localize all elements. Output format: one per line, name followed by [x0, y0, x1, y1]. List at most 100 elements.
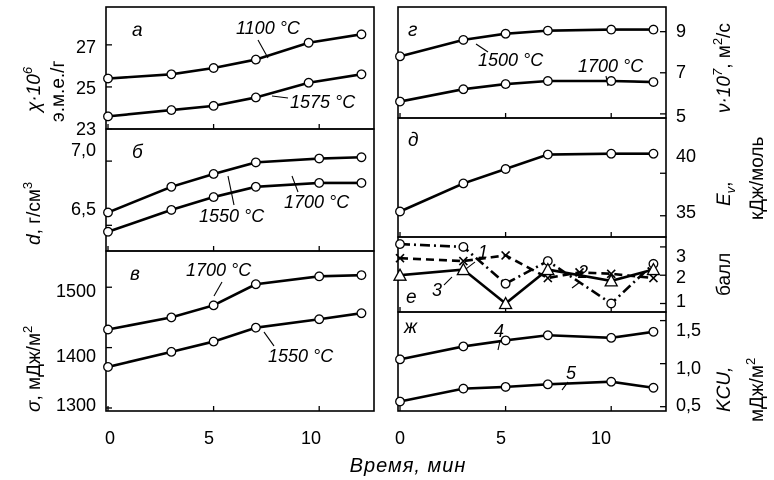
point-6-0-2 — [500, 335, 511, 346]
panel-letter-a: а — [132, 20, 143, 41]
point-2-0-0 — [103, 324, 113, 335]
point-0-1-1 — [166, 105, 177, 116]
point-3-0-2 — [500, 28, 511, 39]
point-2-0-1 — [166, 312, 177, 323]
point-2-1-0 — [103, 361, 113, 372]
leader-v-1700 — [213, 281, 223, 297]
point-0-1-3 — [250, 92, 261, 103]
panel-letter-b: б — [132, 142, 144, 163]
chart-marks — [103, 24, 666, 411]
panel-letter-e: е — [406, 287, 417, 308]
y-tick-a-23: 23 — [76, 119, 96, 139]
y-tick-v-1400: 1400 — [56, 346, 96, 366]
point-1-0-1 — [166, 181, 177, 192]
point-3-0-1 — [458, 34, 469, 45]
point-5-1-2 — [501, 250, 511, 260]
leader-e-3 — [443, 276, 453, 286]
point-1-0-4 — [314, 153, 325, 164]
label-b-1700: 1700 °C — [284, 192, 350, 212]
point-4-0-3 — [542, 149, 553, 160]
point-3-1-3 — [542, 76, 553, 86]
x-tick-right-10: 10 — [591, 428, 611, 448]
point-5-2-4 — [604, 273, 619, 287]
leader-v-1550 — [263, 331, 275, 347]
series-line-5-2 — [399, 268, 654, 306]
point-0-1-0 — [103, 111, 113, 122]
label-b-1550: 1550 °C — [199, 206, 265, 226]
ylabel-e: балл — [714, 253, 735, 296]
series-line-5-0 — [399, 242, 655, 306]
point-2-0-3 — [250, 279, 261, 290]
point-2-0-4 — [314, 271, 325, 282]
point-5-2-3 — [540, 262, 555, 276]
point-5-1-1 — [458, 256, 468, 266]
point-6-1-4 — [606, 376, 617, 387]
point-0-1-5 — [356, 69, 367, 80]
point-5-2-5 — [646, 262, 661, 276]
label-a-1100: 1100 °C — [236, 18, 301, 38]
point-3-0-0 — [395, 51, 405, 62]
x-tick-right-0: 0 — [395, 428, 405, 448]
point-2-0-2 — [208, 300, 219, 311]
label-g-1500: 1500 °C — [478, 50, 544, 70]
panel-frame-d — [397, 117, 667, 238]
point-4-0-0 — [395, 206, 405, 217]
ylabel-v: σ, мДж/м2 — [20, 326, 45, 412]
y-tick-e-1: 1 — [676, 291, 686, 311]
point-0-0-5 — [356, 29, 367, 40]
x-tick-left-0: 0 — [105, 428, 115, 448]
panel-frame-e — [397, 236, 667, 313]
y-tick-e-2: 2 — [676, 267, 686, 287]
series-line-3-1 — [399, 79, 654, 103]
point-5-1-0 — [395, 253, 405, 263]
leader-g-1500 — [475, 43, 489, 53]
series-line-1-0 — [107, 155, 362, 214]
leader-a-1575 — [271, 95, 289, 99]
point-2-0-5 — [356, 270, 367, 281]
point-2-1-5 — [356, 308, 367, 319]
point-1-1-3 — [250, 181, 261, 192]
y-tick-g-9: 9 — [676, 21, 686, 41]
point-5-0-4 — [606, 298, 617, 309]
point-3-1-1 — [458, 84, 469, 95]
point-5-0-0 — [395, 239, 405, 250]
point-5-0-1 — [458, 241, 469, 252]
series-line-2-0 — [107, 273, 362, 331]
point-3-1-5 — [648, 77, 659, 87]
panel-letter-zh: ж — [403, 317, 418, 338]
ylabel-b: d, г/см3 — [20, 182, 45, 245]
series-line-5-1 — [399, 254, 654, 280]
point-6-0-1 — [458, 341, 469, 352]
point-6-1-0 — [395, 396, 405, 407]
point-5-2-2 — [498, 296, 513, 310]
label-v-1550: 1550 °C — [268, 346, 334, 366]
point-1-1-5 — [356, 177, 367, 188]
point-4-0-2 — [500, 164, 511, 174]
y-tick-a-25: 25 — [76, 78, 96, 98]
label-g-1700: 1700 °C — [578, 56, 644, 76]
point-0-0-0 — [103, 73, 113, 84]
point-1-0-3 — [250, 157, 261, 168]
leader-b-1550 — [227, 175, 235, 206]
point-6-1-3 — [542, 379, 553, 390]
series-line-4-0 — [399, 152, 654, 213]
point-6-0-4 — [606, 332, 617, 343]
point-1-1-1 — [166, 204, 177, 215]
point-3-0-4 — [606, 24, 617, 35]
y-tick-g-7: 7 — [676, 62, 686, 82]
series-line-6-1 — [399, 380, 654, 403]
label-a-1575: 1575 °C — [290, 92, 356, 112]
ylabel-zh-units: мДж/м2 — [743, 358, 768, 422]
ylabel-a-units: э.м.е./г — [48, 61, 69, 122]
x-tick-left-10: 10 — [301, 428, 321, 448]
ylabel-d: Ev, — [714, 182, 738, 206]
y-tick-b-7: 7,0 — [71, 140, 96, 160]
label-zh-4: 4 — [494, 321, 504, 341]
point-6-0-0 — [395, 354, 405, 365]
point-0-1-2 — [208, 100, 219, 111]
x-axis-title: Время, мин — [350, 455, 467, 477]
point-3-0-5 — [648, 24, 659, 35]
point-5-1-3 — [543, 273, 553, 283]
point-1-1-2 — [208, 192, 219, 203]
